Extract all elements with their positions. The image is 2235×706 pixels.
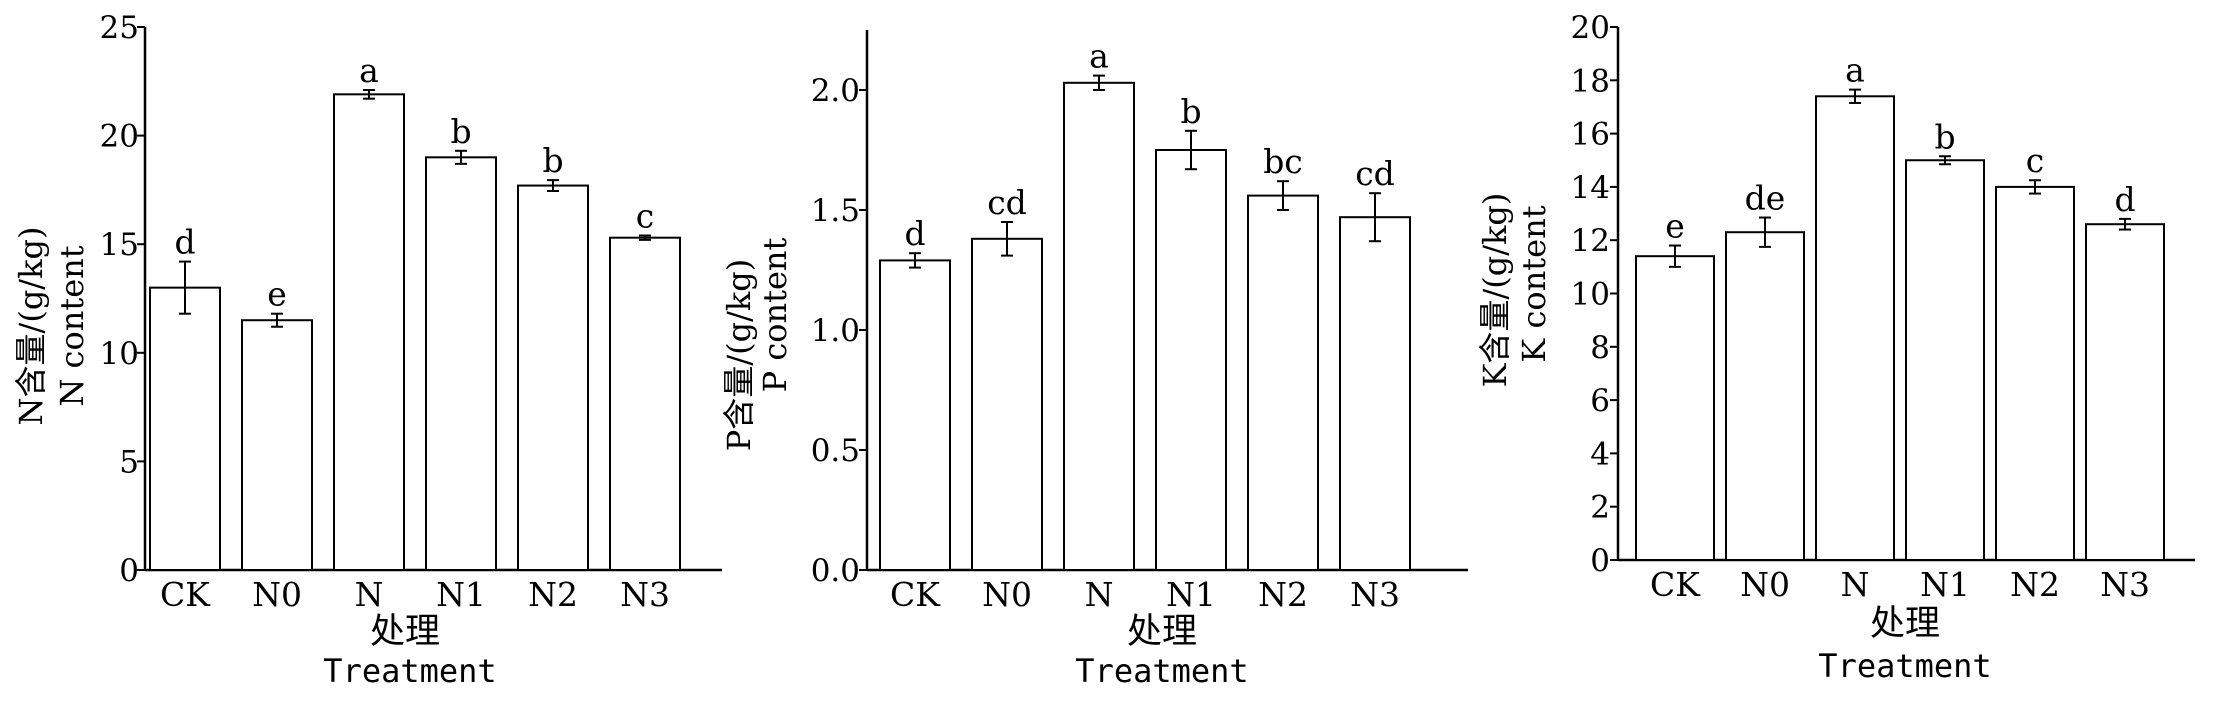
n-ylabel-cn: N含量/(g/kg) bbox=[12, 227, 50, 426]
p-ytick-label: 0.5 bbox=[811, 433, 860, 469]
n-category-label: N2 bbox=[528, 575, 578, 614]
n-category-label: N0 bbox=[252, 575, 302, 614]
p-sig-letter: cd bbox=[987, 183, 1027, 222]
k-sig-letter: de bbox=[1745, 179, 1786, 218]
n-ytick-label: 5 bbox=[119, 444, 139, 480]
n-sig-letter: b bbox=[542, 141, 563, 180]
p-category-label: N3 bbox=[1350, 575, 1400, 614]
k-bar bbox=[2085, 223, 2165, 562]
n-content-panel: N含量/(g/kg) N content 处理 Treatment 0 5 10 15… bbox=[12, 10, 722, 690]
n-ytick-label: 25 bbox=[100, 10, 139, 46]
k-ytick-label: 14 bbox=[1571, 170, 1610, 206]
n-category-label: N3 bbox=[620, 575, 670, 614]
n-bar bbox=[425, 156, 497, 571]
p-category-label: N2 bbox=[1258, 575, 1308, 614]
n-xlabel-en: Treatment bbox=[323, 652, 496, 690]
k-ytick-label: 0 bbox=[1590, 543, 1610, 579]
k-ytick-label: 6 bbox=[1590, 383, 1610, 419]
k-ytick-label: 4 bbox=[1590, 436, 1610, 472]
n-bar bbox=[149, 286, 221, 571]
p-category-label: N0 bbox=[982, 575, 1032, 614]
p-ylabel-cn: P含量/(g/kg) bbox=[720, 259, 758, 451]
k-ytick-label: 20 bbox=[1571, 10, 1610, 46]
k-ytick-label: 8 bbox=[1590, 330, 1610, 366]
p-category-label: N1 bbox=[1166, 575, 1216, 614]
n-bar bbox=[517, 184, 589, 571]
k-bar bbox=[1905, 159, 1985, 561]
k-bar bbox=[1995, 185, 2075, 561]
k-bar bbox=[1725, 231, 1805, 562]
n-ytick-label: 10 bbox=[100, 336, 139, 372]
k-xlabel-en: Treatment bbox=[1818, 647, 1991, 685]
k-sig-letter: e bbox=[1665, 207, 1685, 246]
p-sig-letter: cd bbox=[1355, 154, 1395, 193]
k-ytick-label: 18 bbox=[1571, 63, 1610, 99]
n-category-label: N1 bbox=[436, 575, 486, 614]
p-category-label: CK bbox=[890, 575, 941, 614]
n-sig-letter: d bbox=[174, 223, 195, 262]
k-sig-letter: a bbox=[1845, 51, 1865, 90]
n-bar bbox=[609, 236, 681, 572]
p-ytick-label: 1.0 bbox=[811, 313, 860, 349]
k-category-label: N3 bbox=[2100, 565, 2150, 604]
k-xlabel-cn: 处理 bbox=[1870, 604, 1940, 644]
n-sig-letter: a bbox=[359, 51, 379, 90]
n-ytick-label: 0 bbox=[119, 553, 139, 589]
p-ytick-label: 2.0 bbox=[811, 73, 860, 109]
p-bar bbox=[1155, 149, 1227, 571]
p-category-label: N bbox=[1085, 575, 1114, 614]
k-bar bbox=[1635, 255, 1715, 561]
k-sig-letter: d bbox=[2114, 180, 2135, 219]
p-bar bbox=[971, 237, 1043, 572]
n-xlabel-cn: 处理 bbox=[370, 612, 440, 652]
k-category-label: N0 bbox=[1740, 565, 1790, 604]
p-bar bbox=[879, 259, 951, 571]
k-ytick-label: 12 bbox=[1571, 223, 1610, 259]
n-sig-letter: c bbox=[636, 197, 654, 236]
n-category-label: N bbox=[355, 575, 384, 614]
k-ytick-label: 16 bbox=[1571, 117, 1610, 153]
n-category-label: CK bbox=[160, 575, 211, 614]
p-sig-letter: d bbox=[904, 214, 925, 253]
n-bar bbox=[333, 93, 405, 571]
p-xlabel-cn: 处理 bbox=[1127, 612, 1197, 652]
n-ylabel-en: N content bbox=[53, 245, 91, 406]
k-category-label: N2 bbox=[2010, 565, 2060, 604]
n-ytick-label: 20 bbox=[100, 119, 139, 155]
k-sig-letter: b bbox=[1934, 117, 1955, 156]
p-bar bbox=[1063, 81, 1135, 572]
p-sig-letter: b bbox=[1180, 92, 1201, 131]
k-ylabel-en: K content bbox=[1515, 205, 1553, 362]
p-sig-letter: bc bbox=[1263, 142, 1303, 181]
k-sig-letter: c bbox=[2026, 141, 2044, 180]
k-category-label: CK bbox=[1650, 565, 1701, 604]
n-ytick-label: 15 bbox=[100, 227, 139, 263]
k-category-label: N1 bbox=[1920, 565, 1970, 604]
n-bar bbox=[241, 319, 313, 571]
p-content-panel: P含量/(g/kg) P content 处理 Treatment 0.0 0.5… bbox=[720, 30, 1468, 690]
p-bar bbox=[1247, 194, 1319, 571]
k-category-label: N bbox=[1841, 565, 1870, 604]
k-bar bbox=[1815, 95, 1895, 561]
n-sig-letter: b bbox=[450, 112, 471, 151]
n-sig-letter: e bbox=[267, 275, 287, 314]
p-ytick-label: 0.0 bbox=[811, 553, 860, 589]
p-bar bbox=[1339, 216, 1411, 571]
k-content-panel: K含量/(g/kg) K content 处理 Treatment 0 2 4 6 8 1… bbox=[1476, 10, 2195, 685]
k-ytick-label: 10 bbox=[1571, 277, 1610, 313]
p-ylabel-en: P content bbox=[756, 237, 794, 392]
p-xlabel-en: Treatment bbox=[1075, 652, 1248, 690]
k-ytick-label: 2 bbox=[1590, 490, 1610, 526]
p-ytick-label: 1.5 bbox=[811, 193, 860, 229]
k-ylabel-cn: K含量/(g/kg) bbox=[1476, 193, 1514, 388]
p-sig-letter: a bbox=[1089, 37, 1109, 76]
